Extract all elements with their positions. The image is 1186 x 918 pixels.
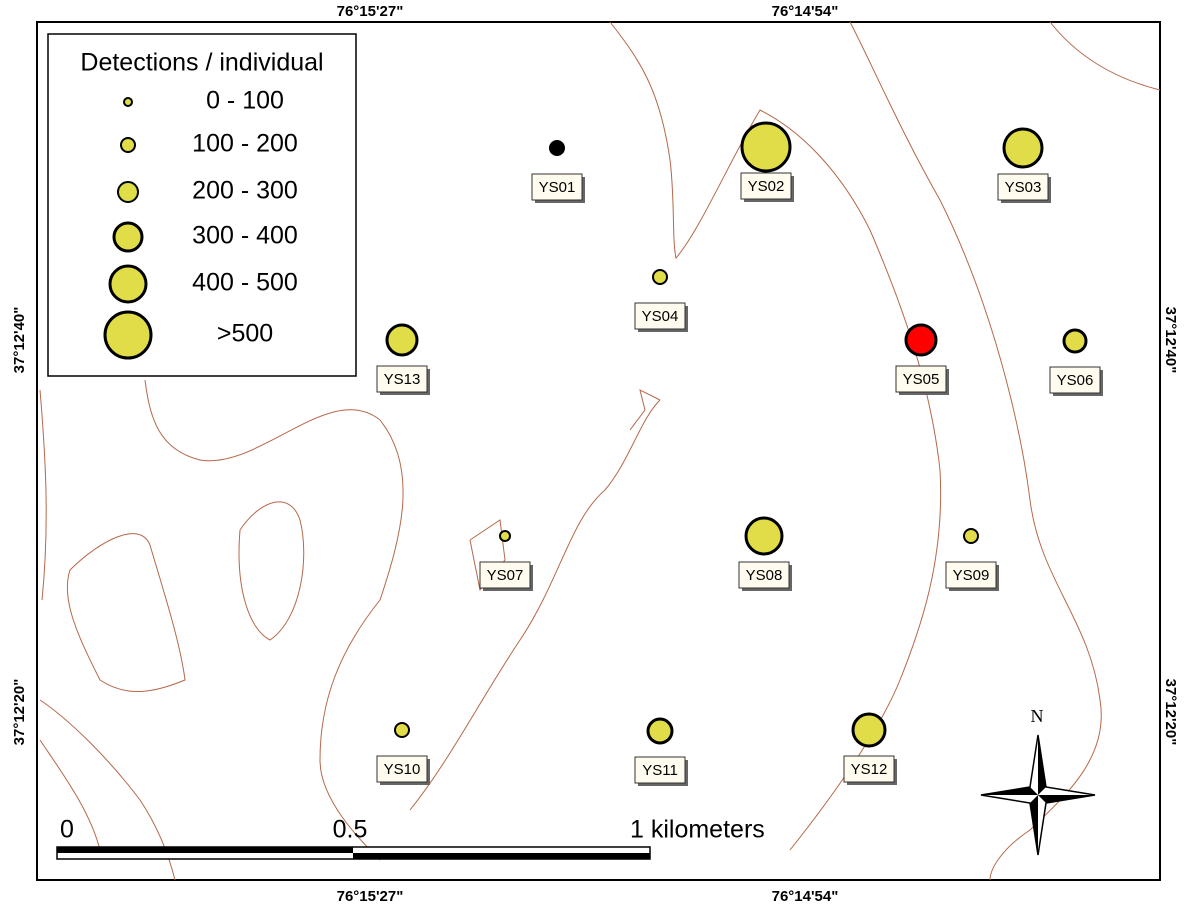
label-box — [479, 561, 531, 589]
north-label: N — [1031, 706, 1044, 726]
station-label: YS03 — [1005, 179, 1042, 196]
label-box — [531, 173, 583, 201]
label-box — [1049, 366, 1101, 394]
station-symbol — [1002, 127, 1044, 169]
legend-label: 400 - 500 — [192, 269, 298, 297]
right-coordinate: 37°12'40" — [1162, 307, 1179, 374]
station-symbol — [963, 528, 979, 544]
label-box — [738, 561, 790, 589]
station-label: YS06 — [1057, 372, 1094, 389]
station-label: YS12 — [851, 761, 888, 778]
station-symbol — [1062, 328, 1088, 354]
label-box — [634, 302, 686, 330]
station-label: YS09 — [953, 567, 990, 584]
station-label: YS07 — [487, 567, 524, 584]
left-coordinate: 37°12'40" — [11, 307, 28, 374]
legend-title: Detections / individual — [80, 49, 323, 77]
station-label: YS11 — [642, 762, 678, 779]
legend-symbol — [120, 137, 136, 153]
legend-symbol — [123, 97, 133, 107]
north-arrow-dark — [981, 735, 1095, 855]
station-symbol — [851, 712, 887, 748]
legend-symbol — [108, 264, 148, 304]
legend-label: 0 - 100 — [206, 87, 284, 115]
legend-label: 200 - 300 — [192, 177, 298, 205]
label-box — [945, 561, 997, 589]
scale-seg — [353, 853, 650, 859]
legend-label: 300 - 400 — [192, 222, 298, 250]
label-box — [997, 173, 1049, 201]
scale-label: 1 kilometers — [630, 816, 765, 844]
station-symbol — [499, 530, 511, 542]
right-coordinate: 37°12'20" — [1162, 679, 1179, 746]
station-symbol — [740, 121, 792, 173]
legend-symbol — [103, 310, 153, 360]
station-label: YS01 — [539, 179, 576, 196]
legend-symbol — [112, 221, 144, 253]
bottom-coordinate: 76°14'54" — [772, 888, 839, 905]
legend-label: >500 — [217, 320, 273, 348]
station-label: YS10 — [384, 761, 421, 778]
scale-label: 0 — [60, 816, 74, 844]
legend-box — [47, 33, 357, 377]
station-label: YS08 — [746, 567, 783, 584]
label-box — [740, 172, 792, 200]
left-coordinate: 37°12'20" — [11, 679, 28, 746]
bottom-coordinate: 76°15'27" — [337, 888, 404, 905]
top-coordinate: 76°15'27" — [337, 3, 404, 20]
label-box — [634, 756, 686, 784]
station-label: YS04 — [642, 308, 679, 325]
top-coordinate: 76°14'54" — [772, 3, 839, 20]
legend-label: 100 - 200 — [192, 130, 298, 158]
station-symbol — [652, 269, 668, 285]
station-label: YS02 — [748, 178, 785, 195]
station-symbol — [904, 323, 938, 357]
scale-label: 0.5 — [333, 816, 368, 844]
label-box — [376, 755, 428, 783]
label-box — [843, 755, 895, 783]
station-label: YS05 — [903, 371, 940, 388]
scale-seg — [57, 847, 353, 853]
station-symbol — [744, 516, 784, 556]
legend-symbol — [117, 181, 139, 203]
station-symbol — [394, 722, 410, 738]
station-symbol — [385, 323, 419, 357]
station-symbol — [646, 717, 674, 745]
label-box — [895, 365, 947, 393]
station-label: YS13 — [384, 371, 421, 388]
station-symbol — [549, 140, 565, 156]
label-box — [376, 365, 428, 393]
